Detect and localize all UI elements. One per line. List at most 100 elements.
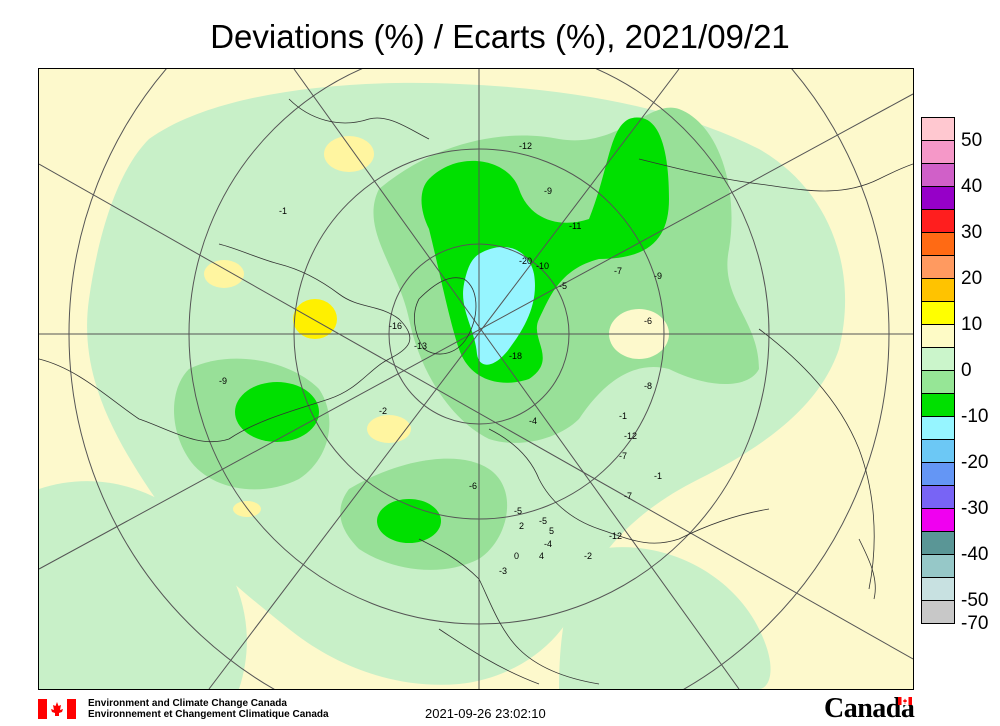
coast-greenland (414, 277, 477, 355)
station-value: -7 (614, 266, 622, 276)
legend-swatch (921, 163, 955, 187)
legend-swatch (921, 577, 955, 601)
station-value: 5 (549, 526, 554, 536)
station-value: -6 (469, 481, 477, 491)
timestamp: 2021-09-26 23:02:10 (425, 706, 546, 721)
legend-swatch (921, 485, 955, 509)
meridian-3 (293, 69, 740, 689)
station-value: -7 (624, 491, 632, 501)
legend-swatch (921, 278, 955, 302)
station-value: -12 (519, 141, 532, 151)
legend-swatch (921, 347, 955, 371)
pale-yellow-blob-2 (204, 260, 244, 288)
polar-map: -12 -9 -11 -7 -9 -20 -10 -5 -6 -8 -18 -1… (38, 68, 914, 690)
station-value: -9 (654, 271, 662, 281)
legend-swatch (921, 301, 955, 325)
legend-swatch (921, 209, 955, 233)
station-value: -10 (536, 261, 549, 271)
pale-yellow-blob-4 (233, 501, 261, 517)
station-value: -2 (379, 406, 387, 416)
green-blob-1 (235, 382, 319, 442)
meridian-1 (39, 163, 913, 660)
station-value: -6 (644, 316, 652, 326)
station-value: -8 (644, 381, 652, 391)
legend-swatch (921, 393, 955, 417)
station-value: -7 (619, 451, 627, 461)
station-value: -12 (609, 531, 622, 541)
station-value: -12 (624, 431, 637, 441)
legend-label: 40 (961, 176, 983, 197)
legend-swatch (921, 439, 955, 463)
legend-label: -40 (961, 544, 989, 565)
light-green-field-2 (39, 481, 247, 689)
station-value: 4 (539, 551, 544, 561)
station-values: -12 -9 -11 -7 -9 -20 -10 -5 -6 -8 -18 -1… (219, 141, 662, 576)
station-value: -4 (529, 416, 537, 426)
station-value: -5 (559, 281, 567, 291)
legend-swatch (921, 140, 955, 164)
legend-swatch (921, 324, 955, 348)
legend-label: 10 (961, 314, 983, 335)
legend-swatch (921, 416, 955, 440)
legend-label: 30 (961, 222, 983, 243)
station-value: -1 (279, 206, 287, 216)
pale-yellow-blob-3 (367, 415, 411, 443)
coast-asia (638, 158, 913, 192)
legend-swatch (921, 508, 955, 532)
yellow-blob (293, 299, 337, 339)
agency-name-en: Environment and Climate Change Canada (88, 698, 287, 709)
station-value: -9 (544, 186, 552, 196)
station-value: -20 (519, 256, 532, 266)
station-value: 0 (514, 551, 519, 561)
legend-swatch (921, 186, 955, 210)
legend-label: -70 (961, 613, 989, 634)
coast-north-america (39, 243, 411, 443)
coast-alaska (288, 98, 430, 140)
legend-label: 50 (961, 130, 983, 151)
color-legend: 50 40 30 20 10 0 -10 -20 -30 -40 -50 -70 (921, 117, 1000, 653)
agency-name: Environment and Climate Change Canada En… (88, 698, 329, 720)
station-value: -5 (539, 516, 547, 526)
graticule (39, 69, 913, 689)
meridian-4 (208, 69, 680, 689)
green-blob-2 (377, 499, 441, 543)
legend-swatch (921, 462, 955, 486)
coast-europe (488, 428, 770, 544)
light-green-field-3 (559, 547, 771, 689)
pale-yellow-blob-1 (324, 136, 374, 172)
station-value: 2 (519, 521, 524, 531)
coast-japan (858, 538, 876, 600)
deviation-fields (39, 69, 913, 689)
station-value: -18 (509, 351, 522, 361)
legend-label: -10 (961, 406, 989, 427)
station-value: -3 (499, 566, 507, 576)
station-value: -1 (654, 471, 662, 481)
legend-swatch (921, 600, 955, 624)
page-title: Deviations (%) / Ecarts (%), 2021/09/21 (210, 18, 790, 55)
wordmark-flag-icon (898, 697, 912, 705)
agency-name-fr: Environnement et Changement Climatique C… (88, 709, 329, 720)
legend-label: -20 (961, 452, 989, 473)
coastlines (39, 98, 913, 685)
station-value: -4 (544, 539, 552, 549)
station-value: -9 (219, 376, 227, 386)
station-value: -5 (514, 506, 522, 516)
legend-label: 0 (961, 360, 972, 381)
legend-label: -50 (961, 590, 989, 611)
legend-swatch (921, 117, 955, 141)
station-value: -13 (414, 341, 427, 351)
legend-swatch (921, 554, 955, 578)
legend-swatch (921, 232, 955, 256)
coast-africa (438, 628, 540, 685)
canada-flag-icon (38, 699, 76, 719)
legend-label: -30 (961, 498, 989, 519)
legend-label: 20 (961, 268, 983, 289)
station-value: -2 (584, 551, 592, 561)
legend-swatch (921, 370, 955, 394)
station-value: -1 (619, 411, 627, 421)
legend-swatch (921, 531, 955, 555)
coast-asia-2 (758, 328, 875, 590)
station-value: -16 (389, 321, 402, 331)
coast-europe-2 (418, 538, 600, 685)
station-value: -11 (569, 221, 581, 231)
